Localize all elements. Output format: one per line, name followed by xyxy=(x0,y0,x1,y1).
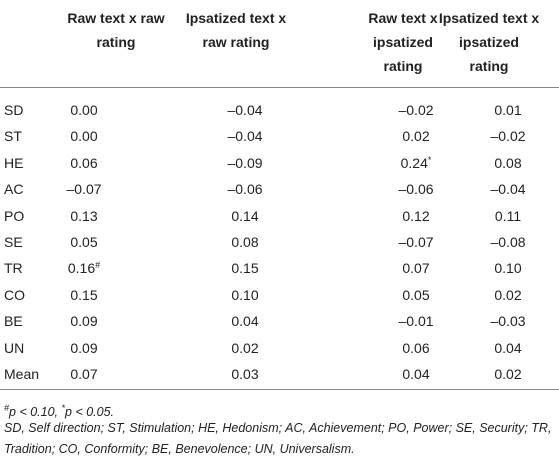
row-label: HE xyxy=(4,154,24,171)
table-cell: –0.07 xyxy=(66,181,102,198)
table-cell: –0.09 xyxy=(227,154,263,171)
table-cell: 0.04 xyxy=(494,339,522,356)
header-line: Ipsatized text x xyxy=(185,10,287,26)
table-cell: 0.10 xyxy=(231,286,259,303)
table-cell: 0.11 xyxy=(494,207,522,224)
row-label: AC xyxy=(4,181,24,198)
table-cell: 0.02 xyxy=(494,286,522,303)
footnote-marker: # xyxy=(4,403,10,413)
table-cell: –0.08 xyxy=(490,234,526,250)
footnote: #p < 0.10, *p < 0.05. xyxy=(4,398,554,423)
header-line: Raw text x raw xyxy=(67,10,165,26)
table-cell: 0.12 xyxy=(402,207,430,224)
row-label: PO xyxy=(4,207,25,224)
table-cell: –0.07 xyxy=(398,234,434,250)
row-label: SE xyxy=(4,234,23,250)
header-line: rating xyxy=(383,58,423,74)
header-line: rating xyxy=(469,58,509,74)
table-cell: 0.13 xyxy=(70,207,98,224)
row-label: ST xyxy=(4,128,22,145)
table-cell: –0.03 xyxy=(490,313,526,330)
column-header: Ipsatized text x ipsatized rating xyxy=(439,6,539,78)
table-cell: –0.06 xyxy=(398,181,434,198)
table-cell: 0.05 xyxy=(70,234,98,250)
table-cell: 0.09 xyxy=(70,339,98,356)
header-line: ipsatized xyxy=(373,34,433,50)
row-label: BE xyxy=(4,313,23,330)
table-cell: 0.07 xyxy=(402,260,430,277)
table-cell: 0.03 xyxy=(231,366,259,382)
footnote: SD, Self direction; ST, Stimulation; HE,… xyxy=(4,421,552,456)
table-cell: 0.00 xyxy=(70,102,98,118)
header-line: raw rating xyxy=(202,34,270,50)
table-cell: –0.02 xyxy=(490,128,526,145)
header-rule xyxy=(0,87,559,88)
row-label: SD xyxy=(4,102,24,118)
table-cell: 0.16# xyxy=(68,260,100,276)
table-cell: 0.08 xyxy=(494,154,522,171)
table-cell: 0.06 xyxy=(70,154,98,171)
header-line: ipsatized xyxy=(459,34,519,50)
cell-value: 0.24 xyxy=(400,154,428,171)
row-label: Mean xyxy=(4,366,40,382)
table-cell: –0.04 xyxy=(490,181,526,198)
table-cell: 0.00 xyxy=(70,128,98,145)
table-cell: –0.04 xyxy=(227,128,263,145)
table-cell: 0.06 xyxy=(402,339,430,356)
table-cell: 0.02 xyxy=(402,128,430,145)
column-header: Ipsatized text x raw rating xyxy=(186,6,286,54)
table-cell: 0.09 xyxy=(70,313,98,330)
row-label: CO xyxy=(4,286,25,303)
footnote-text: p < 0.05. xyxy=(65,405,115,419)
header-line: rating xyxy=(96,34,136,50)
column-header: Raw text x raw rating xyxy=(67,6,164,54)
table-cell: 0.08 xyxy=(231,234,259,250)
cell-marker: * xyxy=(427,154,432,165)
header-line: Raw text x xyxy=(368,10,438,26)
table-cell: 0.05 xyxy=(402,286,430,303)
table-cell: 0.14 xyxy=(231,207,259,224)
row-label: UN xyxy=(4,339,25,356)
table-cell: 0.15 xyxy=(231,260,259,277)
cell-value: 0.16 xyxy=(67,260,96,277)
table-cell: 0.24* xyxy=(401,155,432,171)
bottom-rule xyxy=(0,389,559,390)
table-cell: –0.04 xyxy=(227,102,263,118)
table-cell: 0.07 xyxy=(70,366,98,382)
table-cell: 0.04 xyxy=(402,366,430,382)
cell-marker: # xyxy=(95,260,101,271)
row-label: TR xyxy=(4,260,23,277)
footnote-marker: * xyxy=(61,403,66,413)
table-cell: 0.02 xyxy=(494,366,522,382)
table-cell: –0.06 xyxy=(227,181,263,198)
table-cell: 0.15 xyxy=(70,286,98,303)
table-cell: 0.04 xyxy=(231,313,259,330)
column-header: Raw text x ipsatized rating xyxy=(368,6,437,78)
header-line: Ipsatized text x xyxy=(438,10,540,26)
table-cell: 0.01 xyxy=(494,102,522,118)
table-cell: –0.01 xyxy=(398,313,434,330)
table-cell: 0.10 xyxy=(494,260,522,277)
table-cell: 0.02 xyxy=(231,339,259,356)
table-cell: –0.02 xyxy=(398,102,434,118)
footnote-text: p < 0.10, xyxy=(9,405,62,419)
